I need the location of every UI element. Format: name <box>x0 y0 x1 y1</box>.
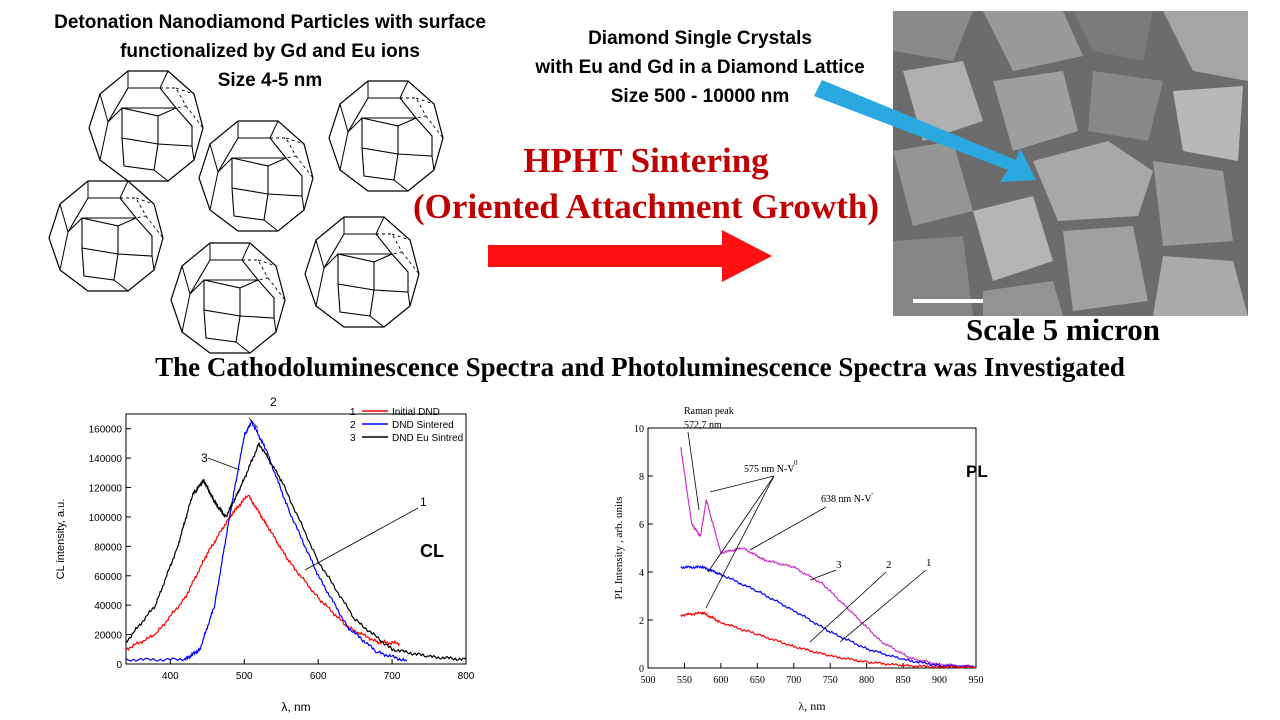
pl-y-tick-label: 10 <box>634 424 644 435</box>
nanodiamond-particle <box>304 216 420 328</box>
pl-x-tick-label: 850 <box>896 675 911 686</box>
pl-series-3-line <box>680 610 977 669</box>
nanodiamond-header: Detonation Nanodiamond Particles with su… <box>20 8 520 95</box>
process-line-2: (Oriented Attachment Growth) <box>413 187 879 226</box>
cl-y-tick-label: 100000 <box>89 513 123 524</box>
cl-y-tick-label: 160000 <box>89 425 123 436</box>
main-heading: The Cathodoluminescence Spectra and Phot… <box>155 352 1125 382</box>
pl-raman-annotation-2: 572,7 nm <box>684 420 722 431</box>
pl-series-2-line <box>680 564 977 669</box>
pl-plot-frame <box>647 427 977 669</box>
pl-x-tick-label: 700 <box>786 675 801 686</box>
cl-y-tick-label: 140000 <box>89 454 123 465</box>
cl-x-tick-label: 600 <box>310 671 327 682</box>
cl-x-tick-label: 800 <box>458 671 475 682</box>
cl-y-tick-label: 60000 <box>94 572 122 583</box>
cl-curve-label-1: 1 <box>420 495 427 509</box>
cl-y-tick-label: 20000 <box>94 631 122 642</box>
pl-y-axis-label: PL Intensity , arb. units <box>613 497 625 600</box>
cl-legend-number: 3 <box>350 433 356 444</box>
pl-nv-annotation: 638 nm N-V <box>821 494 872 505</box>
pl-nv0-annotation: 575 nm N-V <box>744 464 795 475</box>
pl-y-tick-label: 4 <box>639 568 644 579</box>
cl-legend-label: Initial DND <box>392 407 440 418</box>
red-arrow-shape <box>488 230 772 282</box>
pl-x-tick-label: 800 <box>859 675 874 686</box>
nanodiamond-particle <box>170 242 286 354</box>
cl-y-tick-label: 40000 <box>94 601 122 612</box>
pl-x-tick-label: 500 <box>641 675 656 686</box>
cl-legend-label: DND Eu Sintred <box>392 433 463 444</box>
pl-y-tick-label: 2 <box>639 616 644 627</box>
pl-pointer-2 <box>809 571 887 643</box>
cl-legend-label: DND Sintered <box>392 420 454 431</box>
cl-chart: 0 20000 40000 60000 80000 100000 120000 140000 1… <box>55 395 475 714</box>
process-line-1: HPHT Sintering <box>523 141 769 180</box>
cl-legend-number: 2 <box>350 420 356 431</box>
cl-curve-label-2: 2 <box>270 395 277 409</box>
cl-x-tick-label: 500 <box>236 671 253 682</box>
cl-x-tick-label: 700 <box>384 671 401 682</box>
nanodiamond-title: Detonation Nanodiamond Particles with su… <box>54 12 486 33</box>
red-arrow <box>488 230 772 282</box>
cl-series-3-line <box>125 442 467 662</box>
pl-x-tick-label: 750 <box>823 675 838 686</box>
pl-y-tick-label: 0 <box>639 664 644 675</box>
pl-nv0-pointer-a <box>709 475 775 493</box>
cl-y-tick-label: 0 <box>116 660 122 671</box>
pl-y-tick-label: 6 <box>639 520 644 531</box>
pl-nv-sup: - <box>871 489 874 497</box>
crystals-line-3: Size 500 - 10000 nm <box>610 86 790 107</box>
pl-x-tick-label: 900 <box>932 675 947 686</box>
crystals-line-1: Diamond Single Crystals <box>588 28 812 49</box>
cl-plot-frame <box>125 413 467 665</box>
pl-chart-label: PL <box>966 462 988 481</box>
cl-x-tick-label: 400 <box>162 671 179 682</box>
pl-x-tick-label: 600 <box>713 675 728 686</box>
cl-y-tick-label: 120000 <box>89 484 123 495</box>
cl-series-2-line <box>125 419 408 662</box>
cl-y-tick-label: 80000 <box>94 542 122 553</box>
cl-x-axis-label: λ, nm <box>281 700 310 714</box>
cl-legend-number: 1 <box>350 407 356 418</box>
pl-nv0-sup: 0 <box>794 459 798 467</box>
nanodiamond-particle <box>48 180 164 292</box>
pl-x-tick-label: 550 <box>677 675 692 686</box>
pl-nv0-pointer-b <box>707 475 775 573</box>
pl-nv-pointer <box>749 506 827 551</box>
pl-x-axis-label: λ, nm <box>798 699 826 713</box>
blue-arrow-shape <box>814 80 1036 182</box>
nanodiamond-particle <box>198 120 314 232</box>
pl-pointer-3 <box>809 569 837 581</box>
cl-pointer-3 <box>207 457 241 471</box>
pl-nv0-pointer-c <box>705 475 775 609</box>
nanodiamond-size: Size 4-5 nm <box>217 70 323 91</box>
pl-y-tick-label: 8 <box>639 472 644 483</box>
cl-chart-label: CL <box>420 541 444 561</box>
cl-series-1-line <box>125 494 401 652</box>
crystals-line-2: with Eu and Gd in a Diamond Lattice <box>535 57 865 78</box>
blue-arrow <box>814 80 1036 182</box>
cl-y-axis-label: CL intensity, a.u. <box>55 499 67 580</box>
cl-pointer-2 <box>248 417 259 429</box>
nanodiamond-title-2: functionalized by Gd and Eu ions <box>120 41 420 62</box>
sem-image <box>893 11 1248 316</box>
pl-series-1-line <box>680 447 977 669</box>
process-title: HPHT Sintering (Oriented Attachment Grow… <box>396 138 896 230</box>
pl-curve-label-2: 2 <box>886 559 892 571</box>
pl-x-tick-label: 650 <box>750 675 765 686</box>
crystals-header: Diamond Single Crystals with Eu and Gd i… <box>510 24 890 111</box>
pl-x-tick-label: 950 <box>969 675 984 686</box>
pl-raman-annotation: Raman peak <box>684 406 734 417</box>
pl-curve-label-1: 1 <box>926 557 932 569</box>
pl-pointer-1 <box>839 569 927 643</box>
nanodiamond-particle <box>88 70 204 182</box>
cl-pointer-1 <box>304 507 419 571</box>
scale-label: Scale 5 micron <box>966 312 1161 347</box>
pl-raman-pointer <box>687 431 700 511</box>
pl-curve-label-3: 3 <box>836 559 842 571</box>
cl-curve-label-3: 3 <box>201 451 208 465</box>
